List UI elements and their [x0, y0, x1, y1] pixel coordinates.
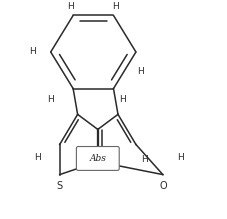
Text: H: H: [67, 2, 74, 11]
Text: H: H: [34, 153, 41, 162]
Text: H: H: [112, 2, 119, 11]
Text: Abs: Abs: [89, 154, 106, 163]
FancyBboxPatch shape: [76, 147, 119, 170]
Text: S: S: [57, 181, 63, 191]
Text: H: H: [30, 48, 36, 57]
Text: H: H: [47, 95, 54, 104]
Text: H: H: [141, 155, 148, 164]
Text: H: H: [119, 95, 126, 104]
Text: O: O: [159, 181, 167, 191]
Text: H: H: [137, 67, 144, 76]
Text: H: H: [177, 153, 184, 162]
